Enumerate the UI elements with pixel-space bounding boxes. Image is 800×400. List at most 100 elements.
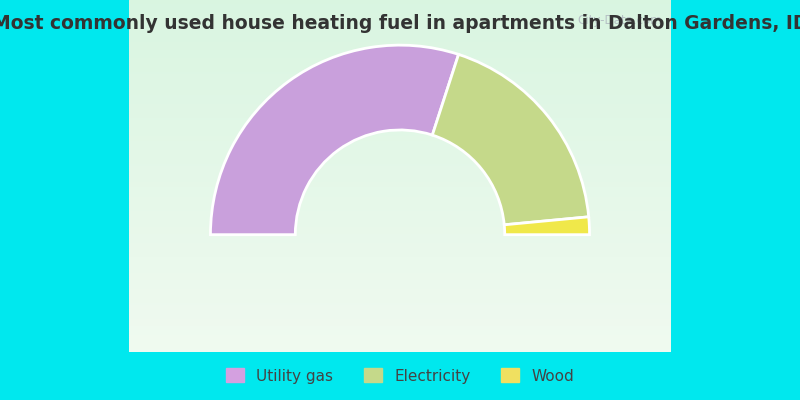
Bar [130,72,670,74]
Bar [130,81,670,83]
Bar [130,63,670,65]
Bar [130,215,670,216]
Bar [130,298,670,299]
Bar [130,268,670,269]
Bar [130,100,670,102]
Text: City-Data.com: City-Data.com [577,14,662,28]
Bar [130,35,670,37]
Bar [130,280,670,282]
Bar [130,164,670,166]
Bar [130,195,670,197]
Bar [130,241,670,243]
Bar [130,95,670,97]
Wedge shape [210,45,458,235]
Text: Most commonly used house heating fuel in apartments in Dalton Gardens, ID: Most commonly used house heating fuel in… [0,14,800,33]
Bar [130,4,670,5]
Bar [130,331,670,333]
Bar [130,230,670,232]
Bar [130,70,670,72]
Bar [130,28,670,30]
Bar [130,18,670,19]
Bar [130,137,670,139]
Bar [130,232,670,234]
Bar [130,90,670,92]
Bar [130,202,670,204]
Bar [130,199,670,201]
Bar [130,345,670,347]
Bar [130,313,670,315]
Bar [130,248,670,250]
Bar [130,333,670,334]
Bar [130,289,670,290]
Bar [130,320,670,322]
Bar [130,106,670,107]
Bar [130,180,670,181]
Bar [130,239,670,241]
Bar [130,201,670,202]
Bar [130,227,670,229]
Bar [130,190,670,192]
Bar [130,317,670,318]
Bar [130,222,670,224]
Bar [130,114,670,116]
Bar [130,303,670,304]
Bar [130,334,670,336]
Bar [130,148,670,150]
Bar [130,255,670,257]
Bar [130,264,670,266]
Bar [130,259,670,260]
Bar [130,136,670,137]
Bar [130,34,670,35]
Bar [130,93,670,95]
Bar [130,86,670,88]
Bar [130,157,670,158]
Bar [130,273,670,274]
Bar [130,243,670,245]
Bar [130,327,670,329]
Bar [130,299,670,301]
Bar [130,58,670,60]
Bar [130,49,670,51]
Bar [130,26,670,28]
Bar [130,21,670,23]
Bar [130,318,670,320]
Bar [130,315,670,317]
Bar [130,16,670,18]
Bar [130,79,670,81]
Bar [130,287,670,289]
Bar [130,69,670,70]
Bar [130,271,670,273]
Bar [130,246,670,248]
Bar [130,326,670,327]
Bar [130,224,670,225]
Bar [130,310,670,312]
Bar [130,260,670,262]
Bar [130,211,670,213]
Bar [130,266,670,268]
Bar [130,342,670,343]
Bar [130,166,670,167]
Bar [130,296,670,298]
Bar [130,347,670,348]
Bar [130,122,670,123]
Bar [130,188,670,190]
Bar [130,84,670,86]
Bar [130,10,670,12]
Legend: Utility gas, Electricity, Wood: Utility gas, Electricity, Wood [219,362,581,390]
Bar [130,262,670,264]
Bar [130,14,670,16]
Bar [130,197,670,199]
Bar [130,144,670,146]
Bar [130,322,670,324]
Bar [130,336,670,338]
Bar [130,153,670,155]
Bar [130,7,670,9]
Bar [130,88,670,90]
Bar [130,78,670,79]
Bar [130,174,670,176]
Bar [130,216,670,218]
Bar [130,169,670,171]
Bar [130,107,670,109]
Bar [130,340,670,342]
Bar [130,304,670,306]
